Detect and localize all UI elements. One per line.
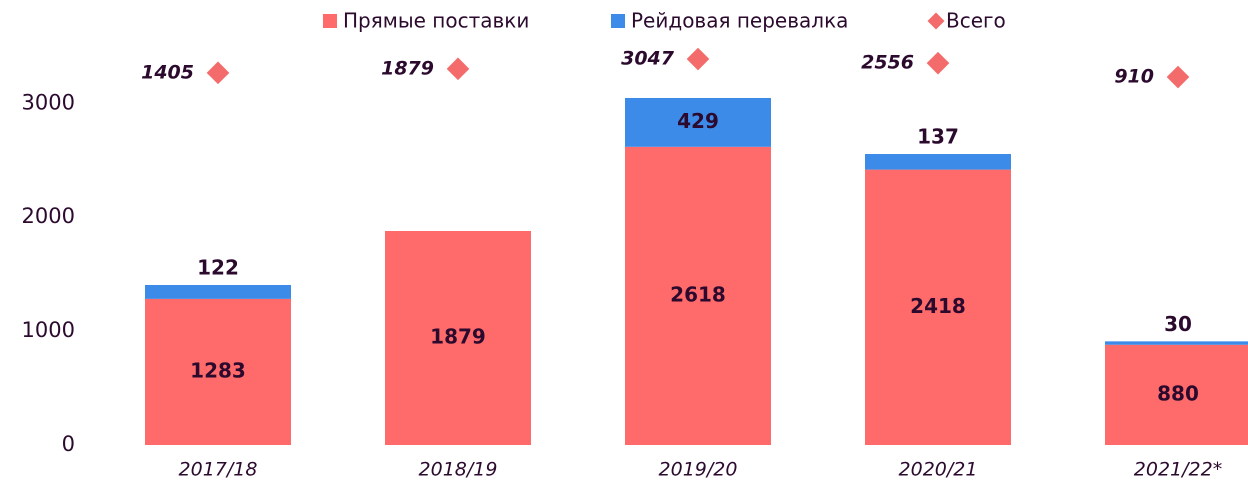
y-tick-label: 1000 <box>22 318 75 342</box>
total-label: 2556 <box>861 52 914 74</box>
value-label: 137 <box>917 125 959 149</box>
bar-segment <box>865 154 1011 170</box>
total-marker <box>446 57 470 81</box>
legend-marker <box>927 12 945 30</box>
legend-marker <box>323 14 337 28</box>
total-label: 910 <box>1114 66 1154 88</box>
value-label: 429 <box>677 109 719 133</box>
total-label: 3047 <box>621 48 675 70</box>
value-label: 122 <box>197 255 239 279</box>
value-label: 1879 <box>430 325 486 349</box>
bar-segment <box>1105 341 1248 345</box>
x-tick-label: 2020/21 <box>899 459 978 481</box>
total-marker <box>686 47 710 71</box>
y-tick-label: 2000 <box>22 204 75 228</box>
value-label: 30 <box>1164 312 1192 336</box>
legend-label: Прямые поставки <box>343 9 529 33</box>
bar-segment <box>865 169 1011 445</box>
total-marker <box>206 61 230 85</box>
value-label: 880 <box>1157 381 1199 405</box>
bar-segment <box>145 284 291 299</box>
legend-label: Всего <box>946 9 1006 33</box>
x-tick-label: 2017/18 <box>179 459 258 481</box>
total-label: 1405 <box>141 61 194 83</box>
value-label: 2418 <box>910 294 966 318</box>
bar-segment <box>625 97 771 147</box>
y-tick-label: 0 <box>62 432 75 456</box>
value-label: 1283 <box>190 358 246 382</box>
y-tick-label: 3000 <box>22 90 75 114</box>
x-tick-label: 2021/22* <box>1134 459 1222 481</box>
bar-segment <box>145 298 291 445</box>
x-tick-label: 2018/19 <box>419 459 498 481</box>
bar-segment <box>385 231 531 445</box>
total-marker <box>1166 65 1190 89</box>
bar-segment <box>625 146 771 446</box>
bar-segment <box>1105 344 1248 445</box>
value-label: 2618 <box>670 282 726 306</box>
total-label: 1879 <box>381 57 434 79</box>
x-tick-label: 2019/20 <box>659 459 738 481</box>
legend-marker <box>611 14 625 28</box>
total-marker <box>926 51 950 75</box>
legend-label: Рейдовая перевалка <box>631 9 848 33</box>
